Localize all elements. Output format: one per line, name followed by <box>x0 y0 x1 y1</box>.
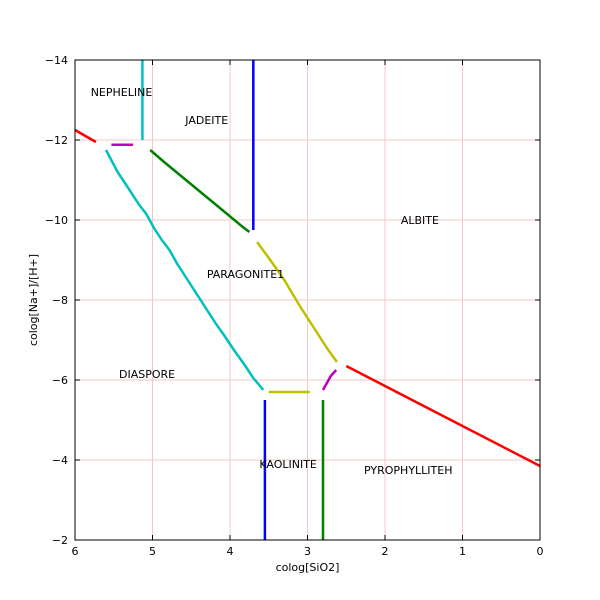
axis-ticks: 6 5 4 3 2 1 0 −14 −12 −10 −8 −6 −4 −2 <box>45 54 544 558</box>
region-label: ALBITE <box>401 214 439 227</box>
region-label: DIASPORE <box>119 368 175 381</box>
y-tick-label: −2 <box>52 534 68 547</box>
y-tick-label: −12 <box>45 134 68 147</box>
y-tick-label: −14 <box>45 54 68 67</box>
y-tick-label: −8 <box>52 294 68 307</box>
y-tick-label: −6 <box>52 374 68 387</box>
series-group <box>74 60 541 540</box>
x-tick-label: 5 <box>149 545 156 558</box>
region-label: JADEITE <box>184 114 228 127</box>
boundary-line <box>74 128 97 144</box>
x-tick-label: 4 <box>227 545 234 558</box>
x-tick-label: 1 <box>459 545 466 558</box>
boundary-line <box>149 149 251 233</box>
region-label: PYROPHYLLITEH <box>364 464 452 477</box>
x-axis-label: colog[SiO2] <box>276 561 340 574</box>
boundary-line <box>345 364 541 468</box>
x-tick-label: 3 <box>304 545 311 558</box>
boundary-line <box>321 369 338 391</box>
x-tick-label: 2 <box>382 545 389 558</box>
y-tick-label: −10 <box>45 214 68 227</box>
boundary-line <box>104 149 265 391</box>
x-tick-label: 6 <box>72 545 79 558</box>
y-tick-label: −4 <box>52 454 68 467</box>
boundary-line <box>256 241 338 363</box>
region-label: NEPHELINE <box>91 86 153 99</box>
region-label: KAOLINITE <box>259 458 317 471</box>
region-labels: NEPHELINE JADEITE ALBITE PARAGONITE1 DIASPOR… <box>91 86 453 477</box>
x-tick-label: 0 <box>537 545 544 558</box>
region-label: PARAGONITE1 <box>207 268 284 281</box>
y-axis-label: colog[Na+]/[H+] <box>27 254 40 346</box>
